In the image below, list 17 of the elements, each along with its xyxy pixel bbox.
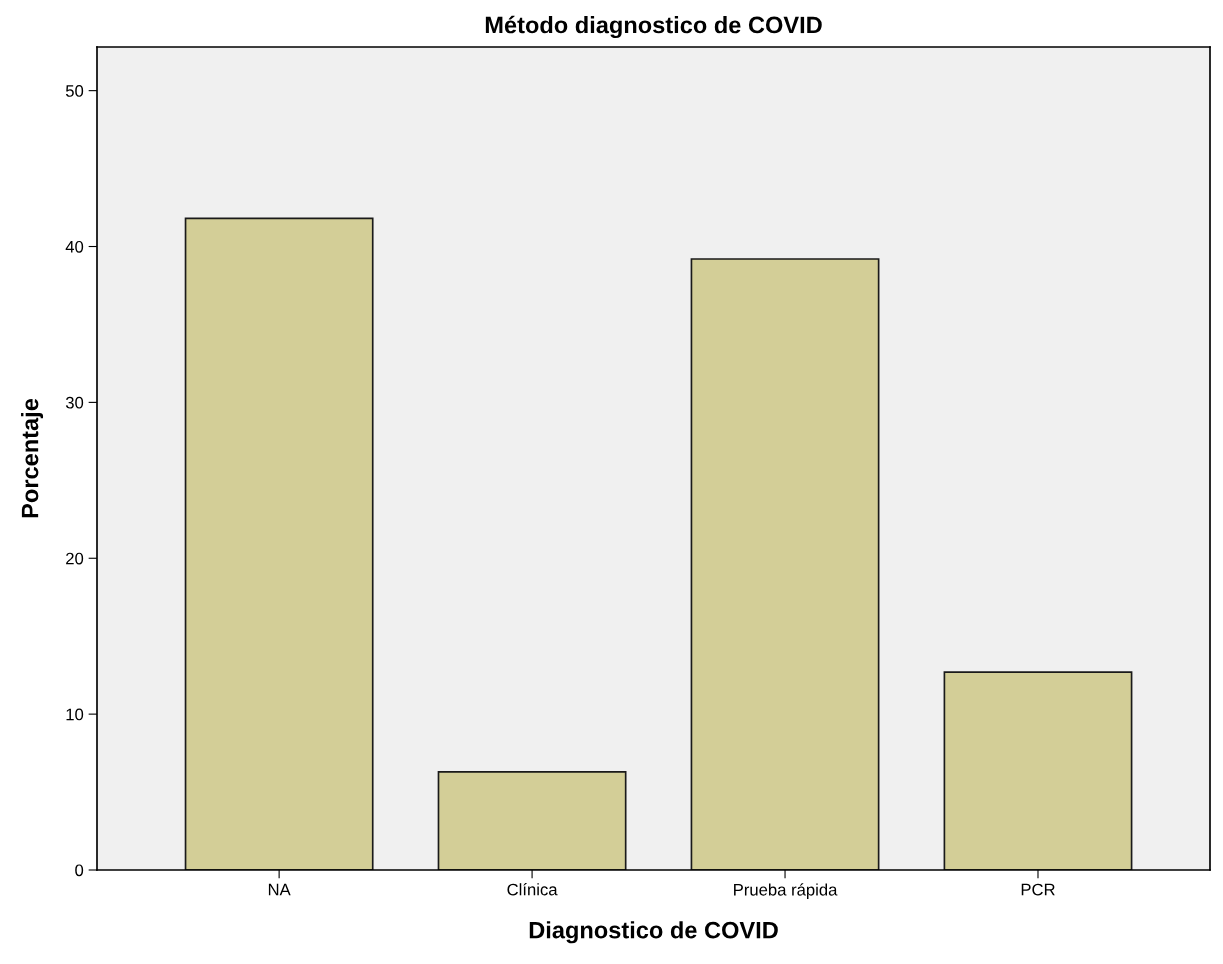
y-tick-label: 10 <box>66 708 84 721</box>
y-axis-title: Porcentaje <box>21 398 44 518</box>
x-axis-title: Diagnostico de COVID <box>529 921 778 944</box>
y-tick-label: 0 <box>75 864 84 877</box>
y-tick-label: 20 <box>66 552 84 565</box>
y-tick-label: 30 <box>65 396 84 409</box>
x-tick-label: Clínica <box>507 883 558 896</box>
bar <box>690 258 880 870</box>
x-tick-label: Prueba rápida <box>734 883 838 899</box>
x-tick-label: NA <box>268 883 291 896</box>
bar <box>943 671 1133 870</box>
bar <box>437 770 627 870</box>
x-tick-label: PCR <box>1021 883 1055 896</box>
chart-title: Método diagnostico de COVID <box>485 15 822 39</box>
y-tick-label: 50 <box>65 85 84 97</box>
bar <box>184 217 374 870</box>
y-tick-label: 40 <box>65 240 84 253</box>
